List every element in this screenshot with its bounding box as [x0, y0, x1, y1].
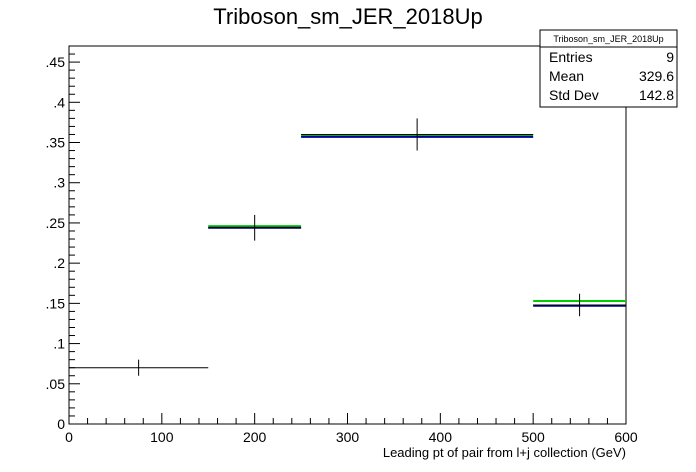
- stats-row-value: 142.8: [639, 87, 674, 103]
- stats-row-value: 9: [666, 49, 674, 65]
- y-tick-label: .15: [46, 295, 66, 311]
- y-tick-label: .3: [53, 175, 65, 191]
- x-tick-label: 300: [336, 429, 360, 445]
- x-tick-label: 600: [614, 429, 638, 445]
- x-axis: 0 100 200 300 400 500 600: [65, 413, 638, 445]
- y-axis: 0 .05 .1 .15 .2 .25 .3 .35 .4 .45: [46, 45, 80, 432]
- x-axis-label: Leading pt of pair from l+j collection (…: [383, 445, 626, 460]
- x-tick-label: 500: [521, 429, 545, 445]
- x-tick-label: 0: [65, 429, 73, 445]
- y-tick-label: 0: [57, 416, 65, 432]
- histogram-series: [69, 118, 626, 376]
- stats-box-frame: [539, 29, 678, 108]
- x-tick-label: 400: [429, 429, 453, 445]
- stats-box-rows: Entries 9 Mean 329.6 Std Dev 142.8: [549, 49, 674, 103]
- stats-row-label: Entries: [549, 49, 593, 65]
- y-tick-label: .2: [53, 255, 65, 271]
- y-tick-label: .4: [53, 94, 65, 110]
- stats-box: Triboson_sm_JER_2018Up Entries 9 Mean 329.6…: [539, 29, 678, 108]
- y-tick-label: .45: [46, 54, 66, 70]
- stats-row-value: 329.6: [639, 68, 674, 84]
- chart-title: Triboson_sm_JER_2018Up: [213, 4, 482, 29]
- x-tick-label: 200: [243, 429, 267, 445]
- y-tick-label: .25: [46, 215, 66, 231]
- stats-row-label: Mean: [549, 68, 584, 84]
- y-tick-label: .05: [46, 376, 66, 392]
- y-tick-label: .1: [53, 336, 65, 352]
- y-tick-label: .35: [46, 135, 66, 151]
- stats-box-title: Triboson_sm_JER_2018Up: [553, 34, 663, 44]
- x-tick-label: 100: [150, 429, 174, 445]
- stats-row-label: Std Dev: [549, 87, 599, 103]
